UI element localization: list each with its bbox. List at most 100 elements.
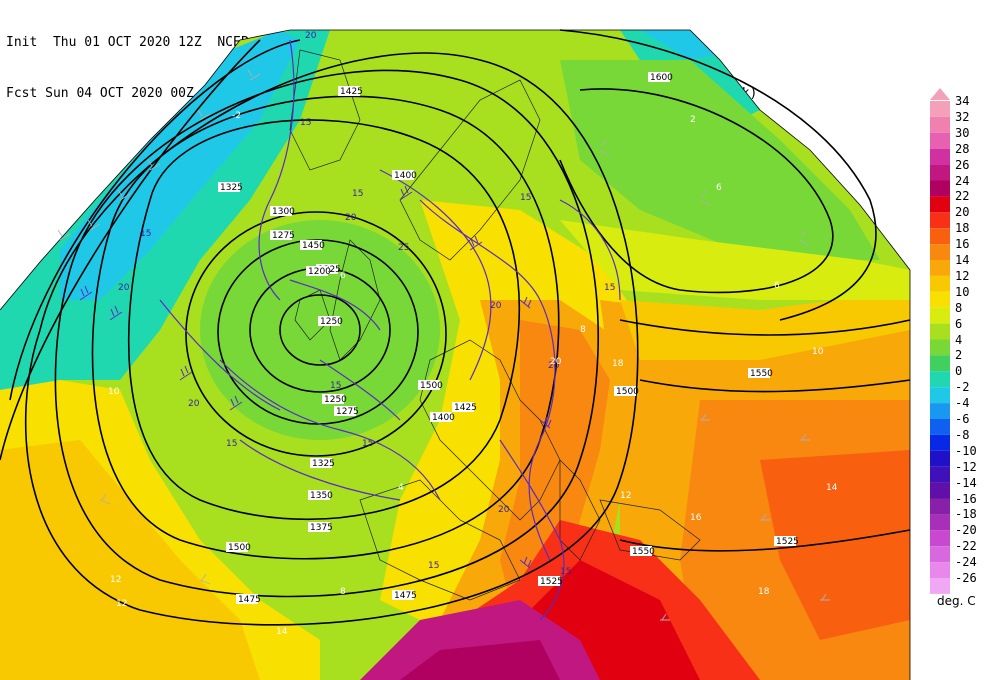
colorbar-box xyxy=(930,355,950,372)
colorbar-label: 6 xyxy=(955,316,963,331)
wind-label: 15 xyxy=(300,118,311,128)
colorbar-box xyxy=(930,164,950,181)
colorbar-box xyxy=(930,434,950,451)
wind-label: 15 xyxy=(226,439,237,449)
height-label: 1300 xyxy=(272,207,295,217)
colorbar-label: 0 xyxy=(955,364,963,379)
colorbar-box xyxy=(930,546,950,563)
colorbar-box xyxy=(930,148,950,165)
wind-label: 15 xyxy=(140,229,151,239)
height-label: 1275 xyxy=(272,231,295,241)
height-label: 1500 xyxy=(420,381,443,391)
temp-label: 10 xyxy=(108,387,120,397)
height-label: 1425 xyxy=(454,403,477,413)
temperature-labels: -2 2 6 6 8 10 12 14 16 18 20 18 14 12 10… xyxy=(108,111,838,637)
temp-label: 14 xyxy=(826,483,838,493)
colorbar-box xyxy=(930,562,950,578)
height-contour-labels: 1425 1325 1300 1275 1250 1225 1200 1250 … xyxy=(218,72,799,605)
wind-barbs xyxy=(57,69,830,621)
temp-label: 10 xyxy=(812,347,824,357)
colorbar-box xyxy=(930,291,950,308)
wind-label: 15 xyxy=(560,567,571,577)
colorbar-top-arrow xyxy=(930,88,950,100)
colorbar-box xyxy=(930,196,950,213)
colorbar-label: 32 xyxy=(955,109,970,124)
wind-label: 20 xyxy=(498,505,510,515)
height-label: 1500 xyxy=(228,543,251,553)
colorbar-label: -12 xyxy=(955,459,977,474)
colorbar-label: 20 xyxy=(955,205,970,220)
colorbar-box xyxy=(930,514,950,531)
colorbar-box xyxy=(930,403,950,419)
colorbar-label: -18 xyxy=(955,507,977,522)
height-label: 1600 xyxy=(650,73,673,83)
colorbar-box xyxy=(930,116,950,133)
wind-label: 15 xyxy=(330,381,341,391)
colorbar-box xyxy=(930,260,950,276)
wind-label: 20 xyxy=(118,283,130,293)
colorbar-label: -16 xyxy=(955,491,977,506)
colorbar-label: 14 xyxy=(955,253,970,267)
map-boundary xyxy=(0,29,911,680)
colorbar-box xyxy=(930,307,950,324)
colorbar-units: deg. C xyxy=(937,594,976,608)
colorbar-label: 24 xyxy=(955,173,970,188)
strong-wind-barbs xyxy=(79,185,552,569)
temp-label: 12 xyxy=(116,599,127,609)
colorbar-box xyxy=(930,228,950,245)
colorbar-label: -24 xyxy=(955,555,977,570)
height-label: 1550 xyxy=(750,369,773,379)
colorbar-box xyxy=(930,371,950,388)
height-label: 1425 xyxy=(340,87,363,97)
temp-label: 12 xyxy=(110,575,121,585)
colorbar-box xyxy=(930,450,950,467)
height-label: 1375 xyxy=(310,523,333,533)
height-label: 1525 xyxy=(776,537,799,547)
colorbar-label: 2 xyxy=(955,348,963,363)
colorbar-label: -14 xyxy=(955,475,977,490)
temp-label: 20 xyxy=(550,357,562,367)
height-label: 1525 xyxy=(540,577,563,587)
height-label: 1325 xyxy=(312,459,335,469)
height-label: 1475 xyxy=(394,591,417,601)
wind-label: 25 xyxy=(398,243,409,253)
temp-label: 18 xyxy=(758,587,770,597)
wind-label: 20 xyxy=(490,301,502,311)
colorbar-label: -2 xyxy=(955,380,970,395)
colorbar-box xyxy=(930,244,950,260)
temp-label: 18 xyxy=(612,359,624,369)
colorbar-label: -20 xyxy=(955,523,977,538)
wind-label: 15 xyxy=(604,283,615,293)
wind-label: 20 xyxy=(345,213,357,223)
temp-label: 4 xyxy=(398,483,404,493)
colorbar-box xyxy=(930,419,950,435)
colorbar-label: -10 xyxy=(955,443,977,458)
colorbar-box xyxy=(930,339,950,356)
height-label: 1450 xyxy=(302,241,325,251)
wind-label: 15 xyxy=(428,561,439,571)
height-label: 1200 xyxy=(308,267,331,277)
colorbar-label: 34 xyxy=(955,94,970,108)
height-label: 1550 xyxy=(632,547,655,557)
colorbar-label: 18 xyxy=(955,221,970,236)
colorbar-box xyxy=(930,482,950,499)
colorbar-box xyxy=(930,212,950,229)
colorbar-label: -8 xyxy=(955,427,970,442)
colorbar-box xyxy=(930,498,950,515)
colorbar-box xyxy=(930,387,950,404)
temp-label: 6 xyxy=(340,271,346,281)
colorbar-box xyxy=(930,530,950,547)
colorbar-box xyxy=(930,578,950,594)
colorbar-label: 16 xyxy=(955,237,970,252)
temp-label: 6 xyxy=(774,281,780,291)
wind-label: 15 xyxy=(362,439,373,449)
colorbar-label: 30 xyxy=(955,125,970,140)
height-label: 1250 xyxy=(324,395,347,405)
temp-label: 6 xyxy=(716,183,722,193)
wind-contour-labels: 20 15 15 20 15 20 25 20 15 20 15 20 15 1… xyxy=(118,31,615,577)
wind-label: 20 xyxy=(305,31,317,41)
colorbar-box xyxy=(930,323,950,340)
